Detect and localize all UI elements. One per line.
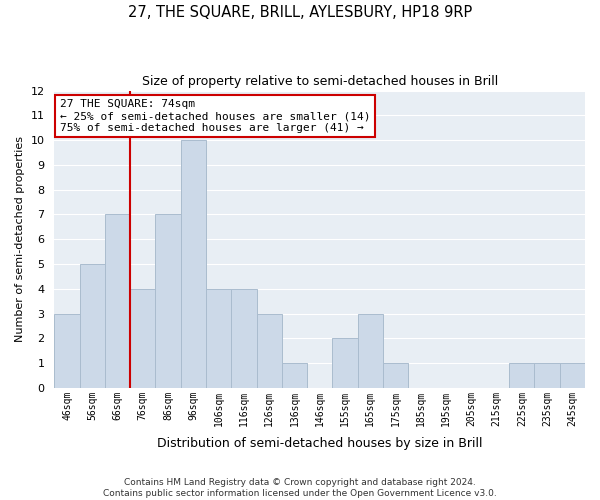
Bar [383,363,408,388]
Bar [560,363,585,388]
Bar [181,140,206,388]
Bar [231,289,257,388]
Text: 27 THE SQUARE: 74sqm
← 25% of semi-detached houses are smaller (14)
75% of semi-: 27 THE SQUARE: 74sqm ← 25% of semi-detac… [60,100,370,132]
Title: Size of property relative to semi-detached houses in Brill: Size of property relative to semi-detach… [142,75,498,88]
Bar [55,314,80,388]
Bar [535,363,560,388]
Bar [80,264,105,388]
Bar [130,289,155,388]
Bar [509,363,535,388]
Bar [358,314,383,388]
Bar [155,214,181,388]
Bar [332,338,358,388]
Y-axis label: Number of semi-detached properties: Number of semi-detached properties [15,136,25,342]
X-axis label: Distribution of semi-detached houses by size in Brill: Distribution of semi-detached houses by … [157,437,482,450]
Text: Contains HM Land Registry data © Crown copyright and database right 2024.
Contai: Contains HM Land Registry data © Crown c… [103,478,497,498]
Bar [257,314,282,388]
Bar [282,363,307,388]
Bar [206,289,231,388]
Bar [105,214,130,388]
Text: 27, THE SQUARE, BRILL, AYLESBURY, HP18 9RP: 27, THE SQUARE, BRILL, AYLESBURY, HP18 9… [128,5,472,20]
